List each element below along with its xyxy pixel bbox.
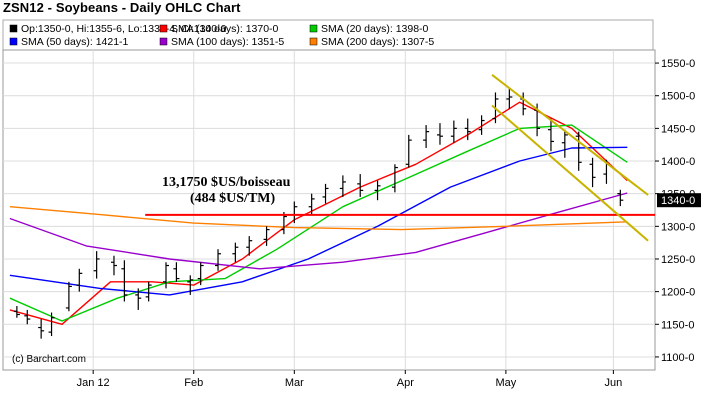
grid — [3, 50, 655, 370]
y-tick-label: 1400-0 — [661, 156, 695, 168]
overlays — [145, 74, 655, 242]
ohlc-bar — [163, 262, 169, 289]
credit-text: (c) Barchart.com — [12, 354, 86, 365]
ohlc-bar — [561, 129, 568, 158]
ohlc-bar — [423, 125, 430, 148]
legend-swatch — [309, 37, 318, 46]
ohlc-bar — [197, 262, 204, 286]
ohlc-bar — [374, 180, 381, 201]
ohlc-bar — [322, 183, 329, 204]
sma-line-200-days — [9, 206, 628, 231]
legend-item: SMA (200 days): 1307-5 — [321, 36, 434, 48]
legend-swatch — [9, 24, 18, 33]
sma-line-50-days — [9, 146, 628, 296]
ohlc-bar — [145, 281, 152, 302]
legend-swatch — [159, 37, 168, 46]
ohlc-bar — [575, 131, 582, 171]
ohlc-bar — [246, 236, 253, 256]
y-tick-label: 1500-0 — [661, 91, 695, 103]
trendline-upper — [491, 74, 649, 196]
annotation-price: 13,1750 $US/boisseau — [162, 175, 291, 190]
ohlc-bar — [24, 309, 31, 325]
legend-item: SMA (50 days): 1421-1 — [21, 36, 129, 48]
legend-item: SMA (20 days): 1398-0 — [321, 23, 429, 35]
x-tick-label: May — [495, 377, 516, 389]
y-tick-label: 1100-0 — [661, 352, 694, 364]
x-tick-label: Jun — [605, 377, 623, 389]
x-tick-label: Jan 12 — [77, 377, 110, 389]
axes: 1100-01150-01200-01250-01300-01350-01400… — [77, 58, 701, 389]
plot-area — [2, 49, 656, 371]
ohlc-bar — [263, 226, 270, 246]
sma-line-100-days — [9, 192, 628, 270]
x-tick-label: Feb — [184, 377, 203, 389]
ohlc-bar — [13, 306, 20, 318]
y-tick-label: 1250-0 — [661, 254, 695, 266]
legend: Op:1350-0, Hi:1355-6, Lo:1331-4, Cl:1340… — [2, 19, 654, 51]
ohlc-bar — [339, 175, 346, 197]
ohlc-bar — [589, 157, 596, 188]
ohlc-bar — [135, 288, 142, 310]
ohlc-bar — [391, 164, 398, 193]
ohlc-bar — [76, 268, 83, 292]
ohlc-bar — [65, 281, 72, 312]
ohlc-bar — [357, 174, 364, 197]
ohlc-bar — [405, 134, 412, 168]
ohlc-bar — [121, 260, 128, 302]
ohlc-bar — [478, 115, 485, 135]
ohlc-bars — [13, 87, 624, 339]
y-tick-label: 1450-0 — [661, 123, 695, 135]
legend-swatch — [9, 37, 18, 46]
ohlc-bar — [187, 275, 194, 295]
y-tick-label: 1300-0 — [661, 221, 695, 233]
ohlc-bar — [450, 120, 457, 143]
ohlc-bar — [93, 251, 100, 279]
last-price-label: 1340-0 — [661, 195, 695, 207]
ohlc-bar — [215, 249, 222, 271]
legend-swatch — [309, 24, 318, 33]
ohlc-bar — [38, 319, 45, 339]
x-tick-label: Apr — [397, 377, 414, 389]
ohlc-bar — [173, 262, 180, 282]
legend-item: Op:1350-0, Hi:1355-6, Lo:1331-4, Cl:1340… — [21, 23, 227, 35]
annotation-price-tm: (484 $US/TM) — [190, 191, 276, 206]
chart-title: ZSN12 - Soybeans - Daily OHLC Chart — [3, 0, 241, 15]
ohlc-bar — [48, 312, 55, 337]
ohlc-bar — [110, 255, 117, 276]
last-price-badge: 1340-0 — [657, 193, 701, 208]
ohlc-bar — [308, 193, 315, 215]
legend-item: SMA (100 days): 1351-5 — [171, 36, 284, 48]
ohlc-bar — [547, 118, 554, 152]
legend-item: SMA (10 days): 1370-0 — [171, 23, 279, 35]
y-tick-label: 1200-0 — [661, 287, 695, 299]
last-price-background — [657, 193, 701, 208]
ohlc-bar — [617, 189, 624, 207]
ohlc-bar — [436, 123, 443, 145]
x-tick-label: Mar — [285, 377, 304, 389]
y-tick-label: 1150-0 — [661, 319, 694, 331]
ohlc-bar — [232, 242, 239, 263]
y-tick-label: 1550-0 — [661, 58, 695, 70]
trendline-lower — [491, 104, 649, 242]
legend-swatch — [159, 24, 168, 33]
ohlc-bar — [464, 118, 471, 141]
ohlc-bar — [506, 87, 513, 109]
